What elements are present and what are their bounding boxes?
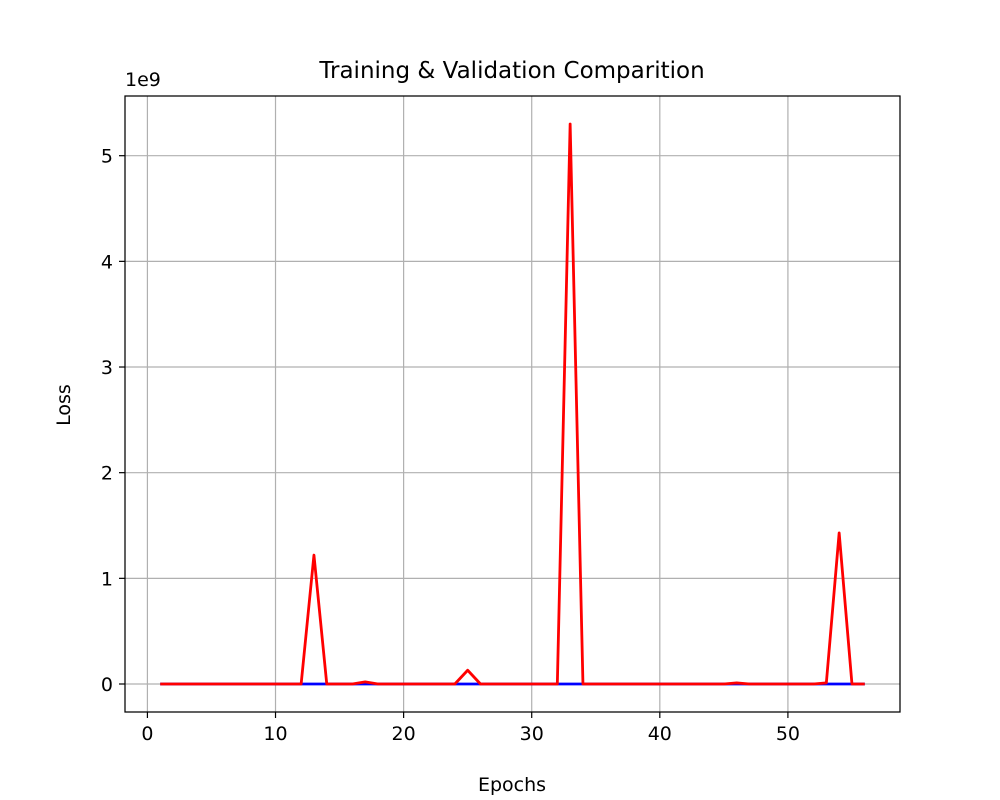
y-tick-label: 4 — [101, 251, 113, 273]
y-axis-offset-label: 1e9 — [125, 69, 161, 91]
x-tick-label: 0 — [141, 723, 153, 745]
chart-title: Training & Validation Comparition — [318, 58, 704, 84]
y-tick-label: 1 — [101, 568, 113, 590]
x-tick-label: 40 — [648, 723, 672, 745]
series-layer — [160, 122, 865, 686]
series-line-2 — [160, 122, 865, 686]
x-tick-label: 10 — [263, 723, 287, 745]
x-tick-label: 20 — [392, 723, 416, 745]
y-axis-label: Loss — [53, 384, 75, 426]
plot-frame — [124, 95, 901, 713]
y-tick-label: 5 — [101, 146, 113, 168]
x-tick-label: 50 — [776, 723, 800, 745]
y-tick-label: 3 — [101, 357, 113, 379]
y-tick-label: 0 — [101, 674, 113, 696]
y-tick-label: 2 — [101, 463, 113, 485]
x-tick-label: 30 — [520, 723, 544, 745]
axis-ticks: 0 10 20 30 40 50 0 1 2 3 4 5 — [101, 146, 800, 745]
x-axis-label: Epochs — [478, 774, 546, 796]
